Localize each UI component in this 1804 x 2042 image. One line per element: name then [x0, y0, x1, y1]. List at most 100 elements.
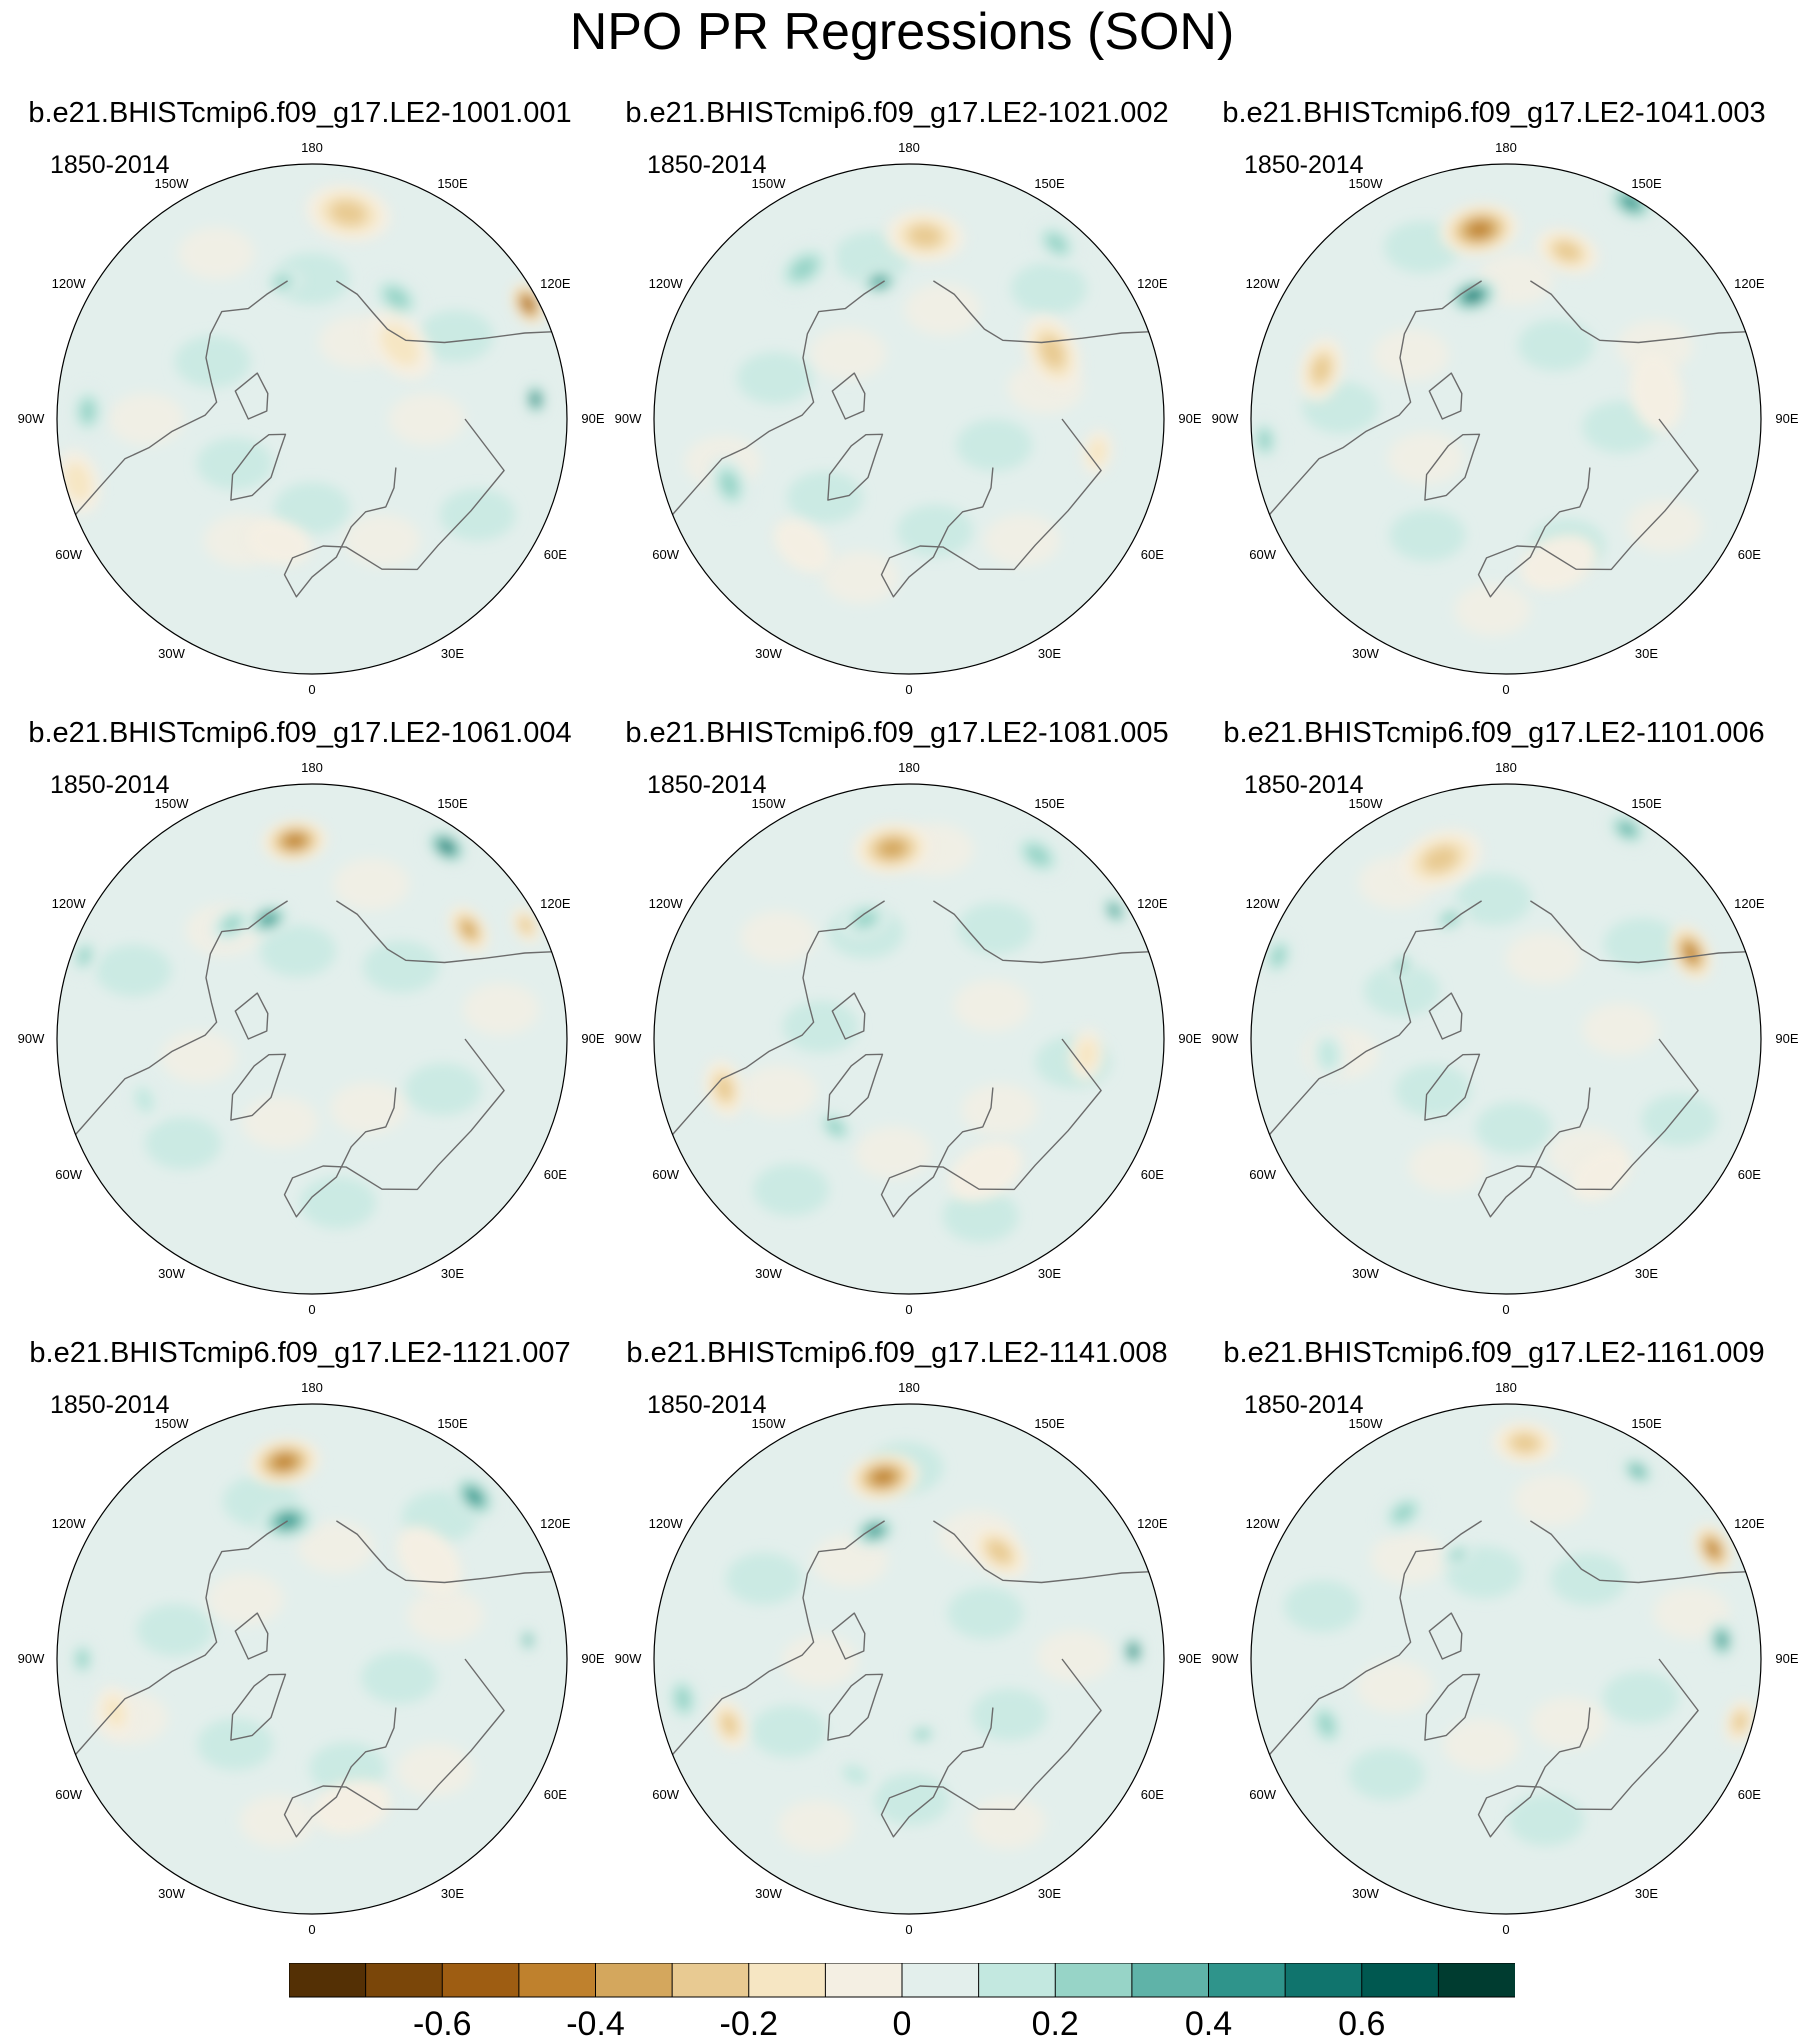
map-background — [57, 164, 567, 674]
coastline — [880, 1038, 1102, 1218]
background-anomaly — [1529, 1697, 1606, 1750]
anomaly-contour — [908, 224, 942, 248]
polar-map — [639, 1389, 1179, 1929]
anomaly-contour — [1271, 946, 1286, 966]
anomaly-contour — [134, 1086, 155, 1114]
longitude-label: 60W — [652, 546, 679, 562]
background-anomaly — [740, 1065, 817, 1118]
coastline — [1477, 418, 1699, 598]
polar-map — [1236, 1389, 1776, 1929]
background-anomaly — [274, 482, 350, 535]
anomaly-contour — [1046, 233, 1067, 253]
longitude-label: 180 — [1495, 140, 1517, 155]
background-anomaly — [1387, 432, 1464, 485]
background-anomaly — [781, 1634, 858, 1687]
longitude-label: 90E — [1178, 411, 1202, 426]
longitude-label: 60E — [543, 1786, 567, 1802]
background-anomaly — [969, 1796, 1046, 1849]
background-anomaly — [855, 1126, 932, 1179]
longitude-label: 30W — [755, 645, 782, 661]
longitude-label: 150W — [154, 1416, 189, 1432]
background-anomaly — [957, 902, 1034, 955]
anomaly-contour — [1422, 846, 1459, 873]
longitude-label: 0 — [308, 682, 316, 697]
anomaly-contour — [519, 917, 533, 934]
colorbar-swatch — [1284, 1963, 1363, 1998]
coastline — [230, 433, 287, 501]
longitude-label: 120W — [648, 895, 683, 911]
polar-map-svg — [1250, 163, 1762, 675]
anomaly-contour — [1624, 197, 1638, 209]
coastline — [75, 280, 288, 515]
map-outline — [653, 1403, 1165, 1915]
longitude-label: 30W — [1352, 1265, 1379, 1281]
panel-period: 1850-2014 — [1244, 1391, 1364, 1419]
colorbar-tick-label: 0 — [893, 2005, 912, 2038]
background-anomaly — [196, 437, 273, 490]
anomaly-contour — [246, 519, 312, 565]
anomaly-contour — [986, 1540, 1012, 1564]
coastline — [1530, 1520, 1746, 1584]
longitude-label: 150E — [1034, 796, 1065, 812]
polar-map — [1236, 149, 1776, 689]
map-outline — [1250, 163, 1762, 675]
longitude-label: 90W — [614, 411, 642, 426]
coastline — [831, 1612, 866, 1660]
coastline — [672, 1520, 885, 1755]
background-anomaly — [1454, 583, 1531, 636]
coastline — [831, 992, 866, 1040]
coastline — [1428, 372, 1463, 420]
anomaly-contour — [1519, 534, 1597, 591]
anomaly-contour — [441, 842, 452, 852]
colorbar-swatch — [1437, 1963, 1515, 1998]
panel-period: 1850-2014 — [647, 151, 767, 179]
coastline — [827, 1053, 884, 1121]
longitude-label: 90W — [17, 1651, 45, 1666]
anomaly-contour — [1110, 906, 1118, 915]
anomaly-contour — [826, 1118, 844, 1136]
background-anomaly — [260, 924, 337, 977]
colorbar-tick-label: 0.4 — [1185, 2005, 1232, 2038]
polar-map — [42, 149, 582, 689]
anomaly-contour — [274, 276, 292, 288]
map-background — [654, 1404, 1164, 1914]
longitude-label: 150W — [751, 1416, 786, 1432]
background-anomaly — [1348, 1748, 1425, 1801]
coastline — [234, 1612, 269, 1660]
map-outline — [1250, 783, 1762, 1295]
background-anomaly — [896, 504, 973, 557]
coastline — [1530, 280, 1746, 344]
anomaly-contour — [915, 1729, 930, 1740]
colorbar-swatch — [824, 1963, 904, 1998]
longitude-label: 60E — [1737, 1166, 1761, 1182]
panel-title: b.e21.BHISTcmip6.f09_g17.LE2-1141.008 — [626, 1337, 1168, 1369]
coastline — [75, 900, 288, 1135]
longitude-label: 30E — [1634, 1885, 1659, 1901]
background-anomaly — [239, 1795, 316, 1848]
anomaly-contour — [312, 1779, 391, 1834]
background-anomaly — [822, 551, 899, 604]
anomaly-contour — [329, 200, 367, 226]
longitude-label: 90W — [17, 1031, 45, 1046]
longitude-label: 150W — [751, 176, 786, 192]
background-anomaly — [1550, 1553, 1627, 1606]
longitude-label: 60E — [1140, 546, 1164, 562]
coastline — [283, 418, 505, 598]
background-anomaly — [1517, 319, 1594, 372]
longitude-label: 90E — [581, 1031, 605, 1046]
longitude-label: 0 — [905, 682, 913, 697]
anomaly-contour — [721, 1713, 738, 1736]
background-anomaly — [947, 1587, 1024, 1640]
background-anomaly — [439, 488, 516, 541]
coastline — [672, 900, 885, 1135]
longitude-label: 0 — [905, 1302, 913, 1317]
coastline — [1269, 1520, 1482, 1755]
background-anomaly — [811, 1534, 888, 1587]
colorbar-swatch — [1131, 1963, 1210, 1998]
anomaly-contour — [80, 399, 96, 423]
longitude-label: 150E — [1631, 176, 1662, 192]
map-background — [57, 1404, 567, 1914]
panel-title: b.e21.BHISTcmip6.f09_g17.LE2-1121.007 — [29, 1337, 571, 1369]
longitude-label: 60W — [55, 1786, 82, 1802]
longitude-label: 60W — [1249, 1166, 1276, 1182]
